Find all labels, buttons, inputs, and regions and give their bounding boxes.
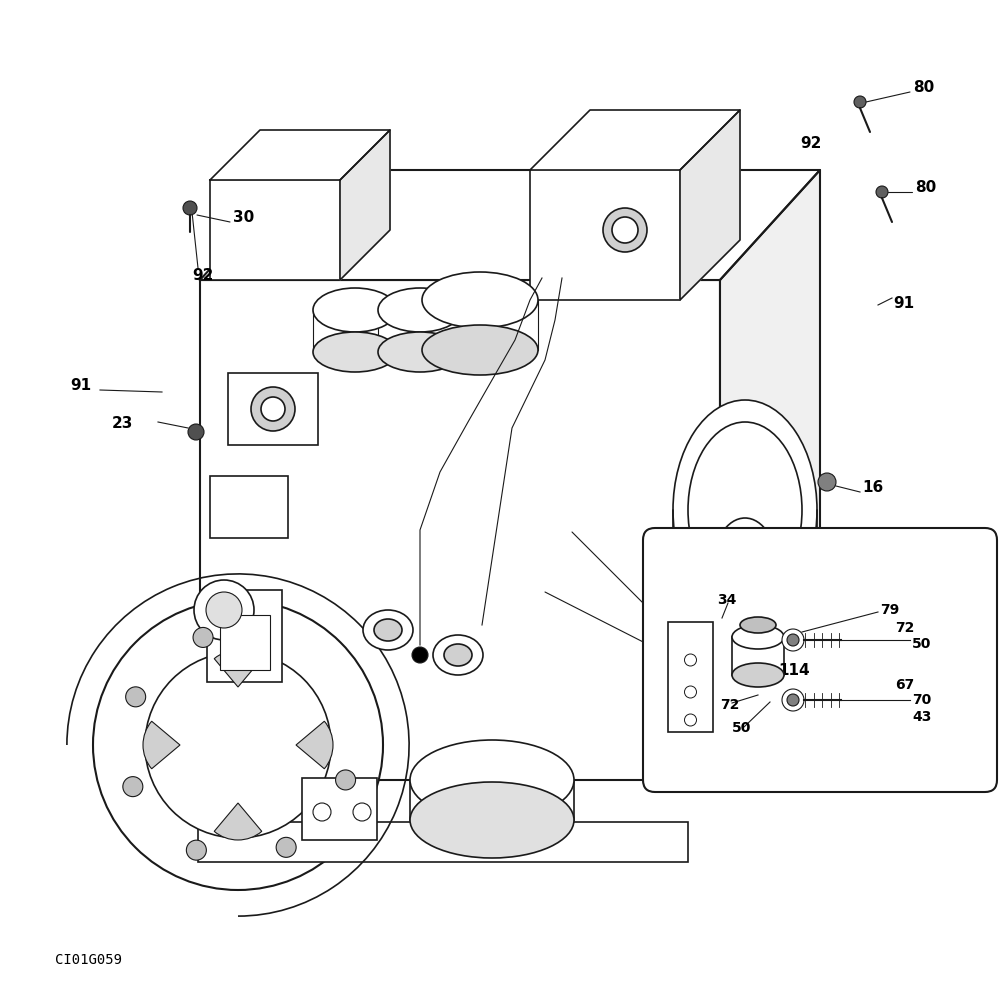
Text: 91: 91 (893, 296, 914, 311)
Wedge shape (143, 721, 180, 769)
Text: 79: 79 (880, 603, 899, 617)
Ellipse shape (363, 610, 413, 650)
Ellipse shape (313, 332, 397, 372)
Bar (530, 170, 680, 300)
Bar (210, 476, 288, 538)
Circle shape (193, 627, 213, 647)
FancyBboxPatch shape (643, 528, 997, 792)
Ellipse shape (673, 400, 817, 620)
Text: 34: 34 (717, 593, 736, 607)
Bar (200, 280, 720, 780)
Ellipse shape (673, 525, 817, 745)
Circle shape (206, 592, 242, 628)
Text: 70: 70 (912, 693, 931, 707)
Text: CI01G059: CI01G059 (55, 953, 122, 967)
Circle shape (194, 580, 254, 640)
Circle shape (261, 397, 285, 421)
Circle shape (684, 654, 696, 666)
Text: 72: 72 (895, 621, 914, 635)
Text: 50: 50 (732, 721, 751, 735)
Ellipse shape (378, 288, 462, 332)
Bar (220, 615, 270, 670)
Ellipse shape (410, 782, 574, 858)
Circle shape (603, 208, 647, 252)
Polygon shape (200, 170, 820, 280)
Circle shape (612, 217, 638, 243)
Ellipse shape (433, 635, 483, 675)
Text: 92: 92 (192, 268, 213, 283)
Ellipse shape (732, 663, 784, 687)
Bar (302, 778, 377, 840)
Bar (313, 310, 397, 352)
Polygon shape (210, 130, 390, 180)
Bar (378, 310, 462, 352)
Circle shape (183, 201, 197, 215)
Circle shape (412, 647, 428, 663)
Bar (422, 300, 538, 350)
Bar (210, 180, 340, 280)
Ellipse shape (378, 332, 462, 372)
Circle shape (336, 770, 356, 790)
Bar (668, 622, 713, 732)
Wedge shape (296, 721, 333, 769)
Circle shape (782, 689, 804, 711)
Ellipse shape (410, 740, 574, 820)
Ellipse shape (732, 625, 784, 649)
Wedge shape (214, 803, 262, 840)
Bar (207, 590, 282, 682)
Polygon shape (680, 110, 740, 300)
Text: 80: 80 (915, 180, 936, 195)
Circle shape (787, 634, 799, 646)
Polygon shape (340, 130, 390, 280)
Bar (732, 637, 784, 675)
Ellipse shape (422, 325, 538, 375)
Circle shape (353, 803, 371, 821)
Circle shape (123, 777, 143, 797)
Circle shape (782, 629, 804, 651)
Circle shape (186, 840, 206, 860)
Circle shape (276, 837, 296, 857)
Bar (712, 570, 778, 625)
Ellipse shape (688, 422, 802, 598)
Circle shape (787, 694, 799, 706)
Text: 114: 114 (778, 663, 810, 678)
Text: 30: 30 (233, 210, 254, 225)
Bar (228, 373, 318, 445)
Ellipse shape (740, 617, 776, 633)
Circle shape (684, 686, 696, 698)
Text: 23: 23 (112, 416, 133, 431)
Circle shape (818, 473, 836, 491)
Circle shape (684, 714, 696, 726)
Text: 80: 80 (913, 80, 934, 95)
Circle shape (188, 424, 204, 440)
Text: 67: 67 (895, 678, 914, 692)
Circle shape (145, 652, 331, 838)
Circle shape (876, 186, 888, 198)
Circle shape (854, 96, 866, 108)
Ellipse shape (422, 272, 538, 328)
Ellipse shape (444, 644, 472, 666)
Ellipse shape (712, 518, 778, 622)
Text: 91: 91 (70, 378, 91, 393)
Polygon shape (530, 110, 740, 170)
Text: 72: 72 (720, 698, 739, 712)
Circle shape (313, 803, 331, 821)
Wedge shape (214, 650, 262, 687)
Bar (410, 780, 574, 820)
Circle shape (93, 600, 383, 890)
Bar (198, 822, 688, 862)
Ellipse shape (313, 288, 397, 332)
Text: 43: 43 (912, 710, 931, 724)
Polygon shape (720, 170, 820, 780)
Circle shape (251, 387, 295, 431)
Ellipse shape (712, 577, 778, 673)
Circle shape (126, 687, 146, 707)
Ellipse shape (374, 619, 402, 641)
Text: 92: 92 (800, 136, 821, 151)
Text: 50: 50 (912, 637, 931, 651)
Text: 16: 16 (862, 480, 883, 495)
